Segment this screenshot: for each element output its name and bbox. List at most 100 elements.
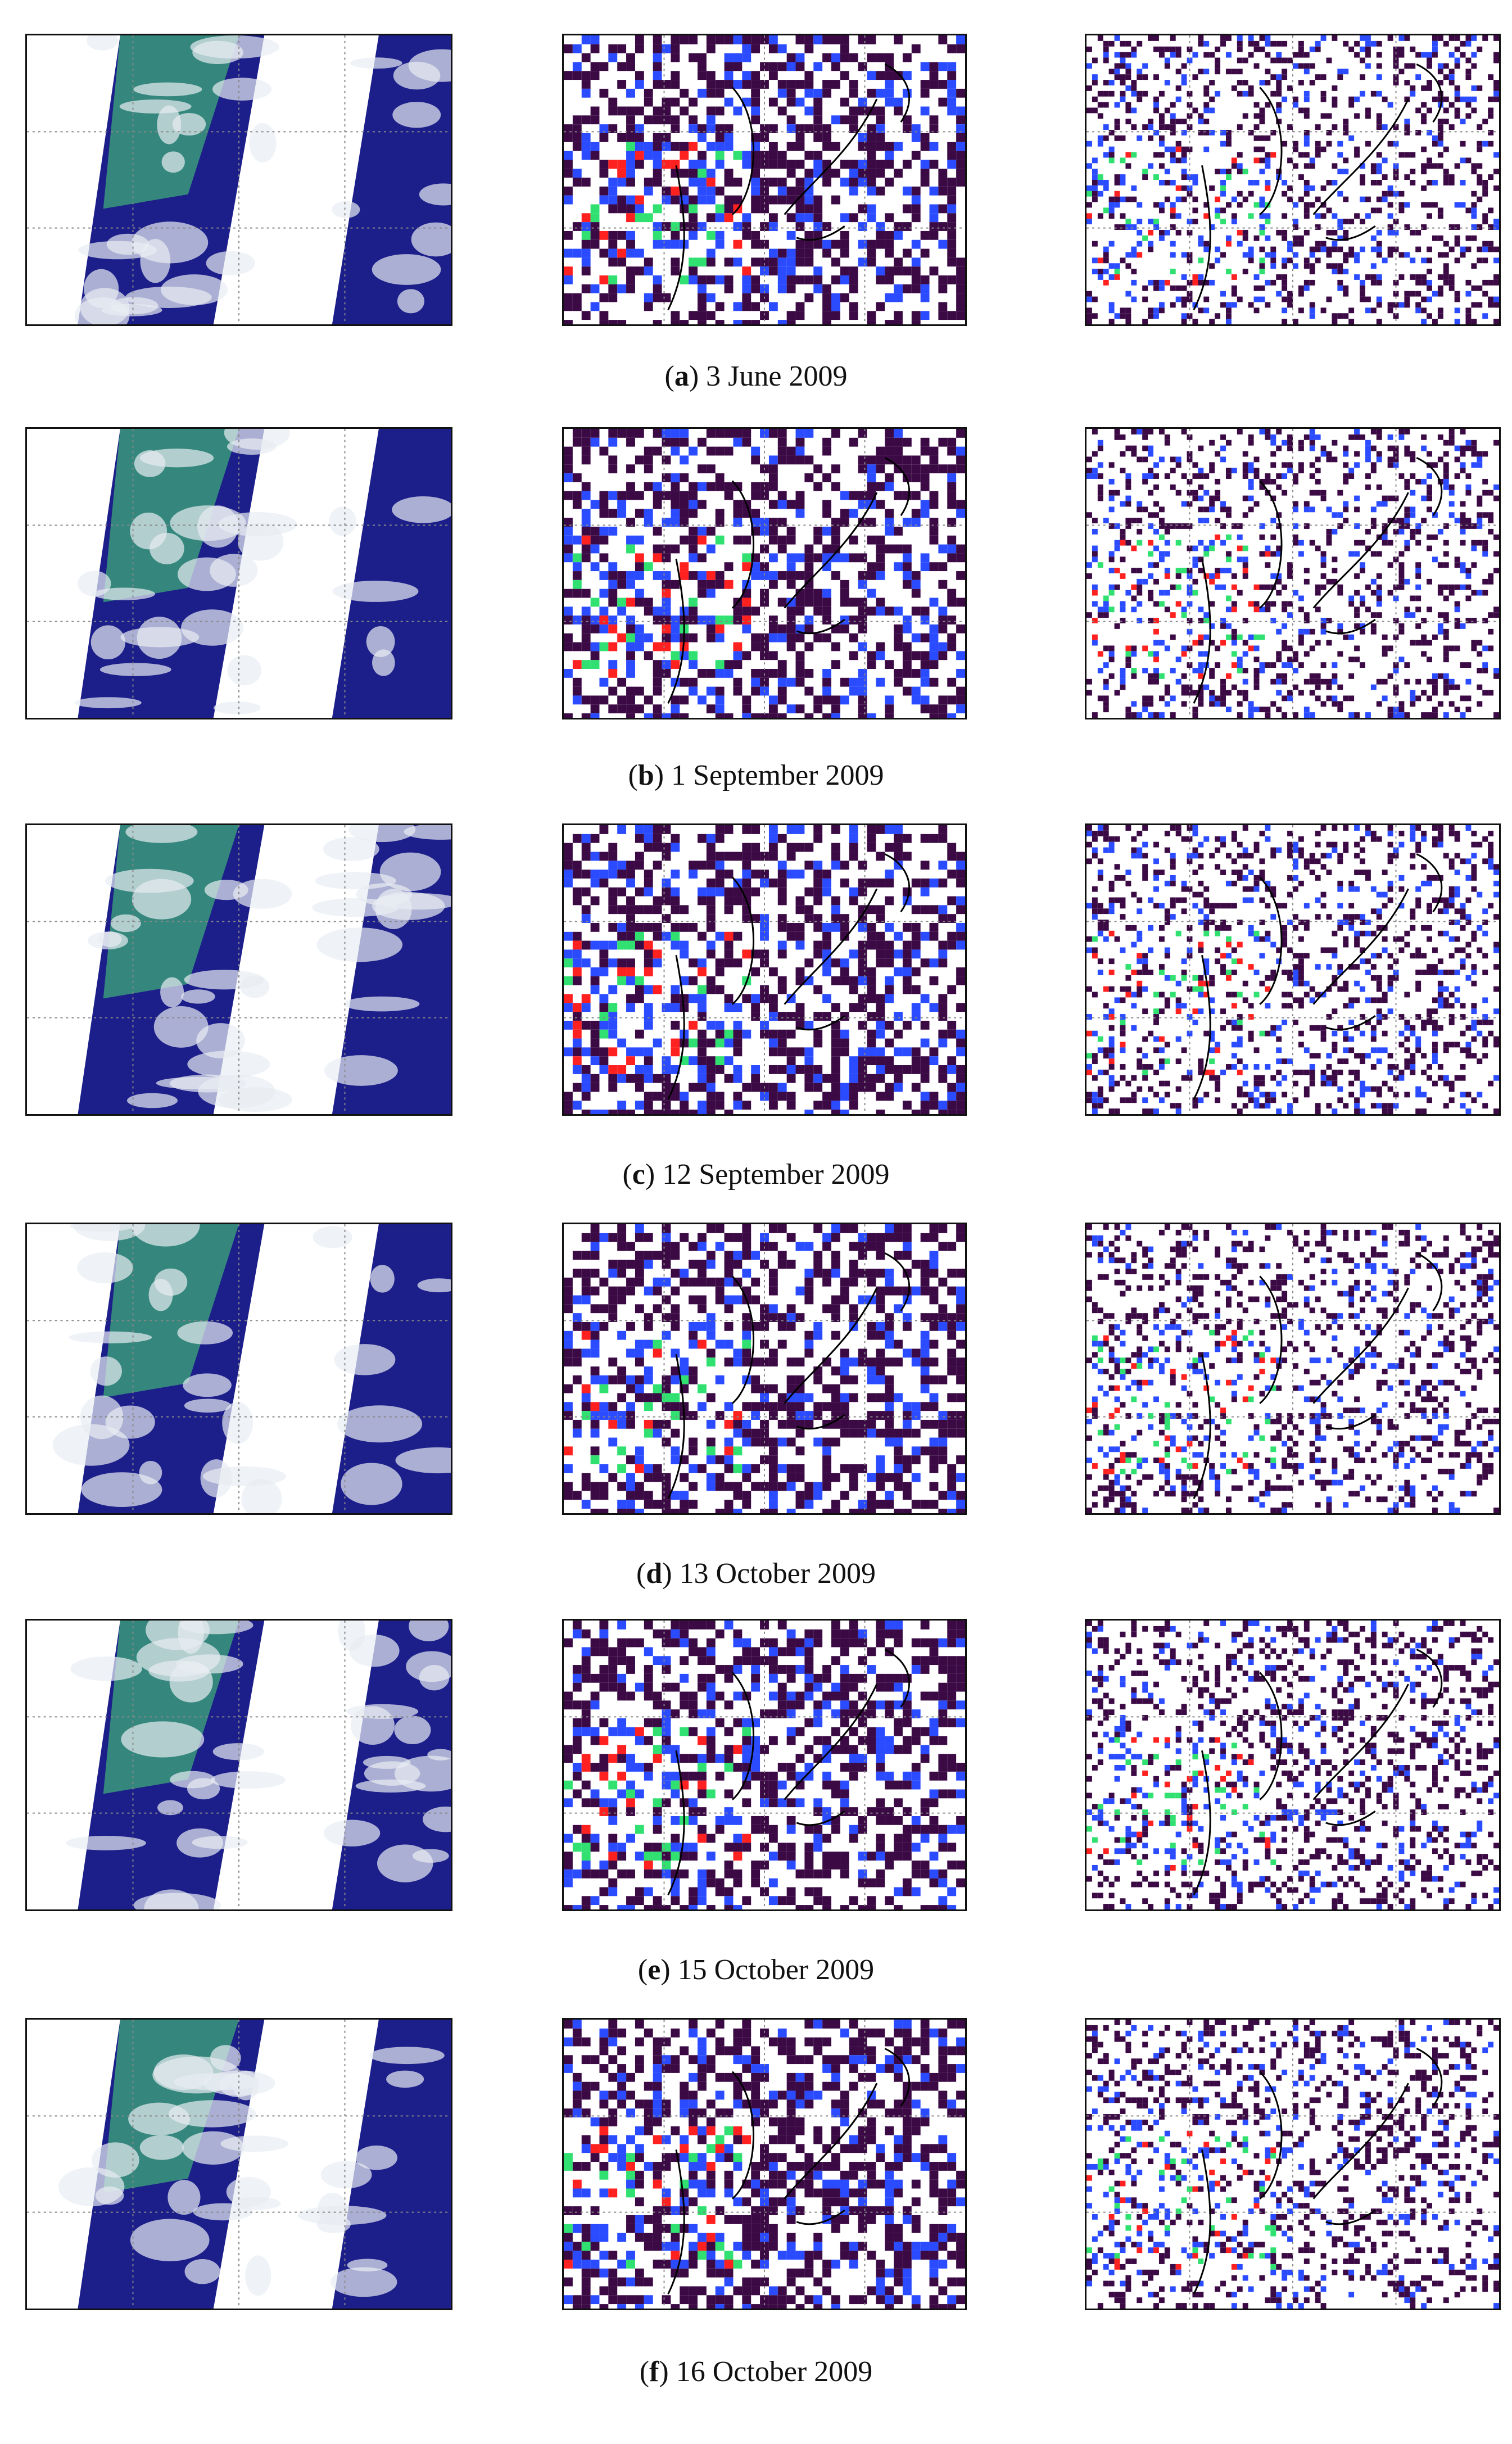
cloud bbox=[406, 1651, 451, 1682]
panel-a-aod-map-coarse bbox=[562, 34, 967, 326]
panel-e-aod-map-fine bbox=[1085, 1619, 1501, 1911]
panel-b-aod-map-fine bbox=[1085, 427, 1501, 719]
coastline bbox=[1193, 853, 1443, 1100]
cloud bbox=[245, 2255, 271, 2296]
caption-date: 13 October 2009 bbox=[679, 1558, 876, 1590]
aerosol-map-fine bbox=[1087, 825, 1499, 1114]
cloud bbox=[366, 626, 395, 658]
cloud bbox=[181, 989, 215, 1004]
cloud bbox=[350, 1706, 395, 1745]
cloud bbox=[176, 1828, 223, 1858]
cloud bbox=[332, 581, 419, 602]
panel-f-aod-map-fine bbox=[1085, 2018, 1501, 2310]
coastline bbox=[1193, 2048, 1443, 2294]
panel-caption: (c) 12 September 2009 bbox=[622, 1158, 890, 1191]
coastline bbox=[1193, 1252, 1443, 1499]
caption-date: 12 September 2009 bbox=[662, 1158, 890, 1191]
cloud bbox=[133, 82, 202, 97]
cloud bbox=[101, 304, 162, 316]
caption-letter: f bbox=[649, 2356, 659, 2388]
caption-letter: b bbox=[637, 759, 654, 791]
aerosol-map-coarse bbox=[564, 2020, 965, 2309]
cloud bbox=[152, 2056, 241, 2094]
cloud bbox=[90, 1356, 122, 1386]
cloud bbox=[192, 40, 243, 65]
caption-letter: e bbox=[648, 1954, 661, 1986]
cloud bbox=[70, 1656, 142, 1681]
cloud bbox=[187, 1778, 220, 1800]
panel-a-true-color-composite bbox=[25, 34, 452, 326]
aerosol-map-coarse bbox=[564, 429, 965, 718]
cloud bbox=[98, 931, 122, 947]
coastline bbox=[667, 1649, 911, 1895]
panel-b-true-color-composite bbox=[25, 427, 452, 719]
cloud bbox=[349, 1635, 400, 1667]
cloud bbox=[179, 1621, 253, 1635]
coastline bbox=[1193, 1649, 1443, 1895]
cloud bbox=[160, 977, 184, 1008]
cloud bbox=[182, 2131, 245, 2165]
cloud bbox=[213, 701, 261, 714]
cloud bbox=[222, 1402, 253, 1444]
caption-date: 16 October 2009 bbox=[676, 2356, 873, 2388]
satellite-swath bbox=[332, 1224, 451, 1513]
cloud bbox=[394, 1716, 431, 1745]
satellite-swath-image bbox=[27, 2020, 451, 2309]
satellite-swath-image bbox=[27, 429, 451, 718]
panel-c-true-color-composite bbox=[25, 823, 452, 1116]
cloud bbox=[233, 879, 292, 909]
cloud bbox=[90, 625, 125, 660]
cloud bbox=[218, 1087, 292, 1112]
cloud bbox=[386, 2070, 424, 2088]
cloud bbox=[128, 2102, 191, 2135]
cloud bbox=[334, 1344, 396, 1375]
cloud bbox=[161, 151, 185, 173]
satellite-swath bbox=[332, 429, 451, 718]
cloud bbox=[74, 697, 142, 709]
cloud bbox=[87, 35, 119, 51]
aerosol-map-coarse bbox=[564, 825, 965, 1114]
cloud bbox=[134, 450, 166, 477]
cloud bbox=[184, 1398, 232, 1413]
caption-letter: d bbox=[646, 1558, 663, 1590]
panel-d-aod-map-fine bbox=[1085, 1223, 1501, 1515]
cloud bbox=[130, 2219, 210, 2261]
cloud bbox=[184, 970, 264, 990]
cloud bbox=[160, 274, 228, 305]
cloud bbox=[169, 1074, 246, 1093]
panel-e-true-color-composite bbox=[25, 1619, 452, 1911]
cloud bbox=[157, 1800, 183, 1816]
cloud bbox=[409, 1621, 449, 1641]
caption-letter: a bbox=[674, 360, 689, 392]
panel-caption: (f) 16 October 2009 bbox=[639, 2356, 873, 2388]
cloud bbox=[131, 1224, 200, 1247]
cloud bbox=[329, 506, 356, 536]
land-area bbox=[103, 1224, 239, 1398]
cloud bbox=[130, 512, 168, 550]
cloud bbox=[99, 663, 171, 676]
cloud bbox=[249, 123, 277, 163]
cloud bbox=[397, 289, 424, 314]
cloud bbox=[187, 1051, 270, 1078]
cloud bbox=[341, 1463, 402, 1505]
coastline bbox=[1193, 64, 1443, 310]
cloud bbox=[210, 554, 258, 587]
caption-letter: c bbox=[632, 1158, 645, 1191]
cloud bbox=[227, 655, 262, 686]
cloud bbox=[154, 1268, 188, 1296]
cloud bbox=[392, 102, 441, 128]
caption-date: 15 October 2009 bbox=[677, 1954, 875, 1986]
panel-a-aod-map-fine bbox=[1085, 34, 1501, 326]
cloud bbox=[77, 1252, 133, 1283]
cloud bbox=[324, 1055, 398, 1086]
satellite-swath-image bbox=[27, 1224, 451, 1513]
satellite-swath-image bbox=[27, 35, 451, 324]
cloud bbox=[184, 2259, 220, 2284]
cloud bbox=[348, 825, 416, 843]
cloud bbox=[332, 201, 360, 218]
panel-caption: (e) 15 October 2009 bbox=[637, 1954, 875, 1986]
aerosol-map-coarse bbox=[564, 1224, 965, 1513]
cloud bbox=[411, 222, 451, 257]
cloud bbox=[370, 1265, 395, 1293]
caption-date: 3 June 2009 bbox=[706, 360, 848, 392]
